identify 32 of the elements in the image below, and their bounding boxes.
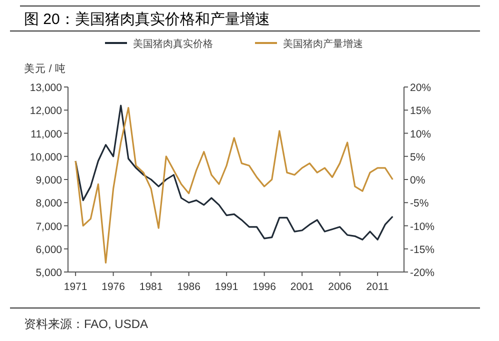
y-tick-label: 11,000 [30, 128, 62, 140]
y-tick-label: 13,000 [30, 82, 62, 94]
x-tick-label: 1996 [252, 281, 276, 293]
y-tick-label: 7,000 [36, 220, 62, 233]
x-tick-label: 1971 [64, 281, 88, 293]
legend-label: 美国猪肉真实价格 [133, 38, 213, 50]
y2-tick-label: -5% [410, 198, 429, 210]
x-tick-label: 2011 [366, 281, 390, 293]
x-tick-label: 1981 [139, 281, 163, 293]
y2-tick-label: -10% [410, 220, 435, 233]
y2-tick-label: -15% [410, 244, 435, 256]
y-tick-label: 10,000 [30, 151, 62, 164]
x-tick-label: 1976 [102, 281, 126, 293]
legend-label: 美国猪肉产量增速 [283, 38, 363, 50]
y-tick-label: 5,000 [36, 267, 62, 279]
y2-tick-label: 5% [410, 151, 426, 164]
y-tick-label: 6,000 [36, 244, 62, 256]
x-tick-label: 1986 [177, 281, 201, 293]
y2-tick-label: -20% [410, 267, 435, 279]
chart-title: 图 20：美国猪肉真实价格和产量增速 [24, 11, 270, 28]
text: 资料来源：FAO, USDA [24, 317, 148, 331]
y-tick-label: 9,000 [36, 174, 62, 186]
y2-tick-label: 10% [410, 128, 432, 140]
x-tick-label: 2001 [290, 281, 314, 293]
y-tick-label: 12,000 [30, 105, 62, 118]
y-tick-label: 8,000 [36, 198, 62, 210]
x-tick-label: 2006 [328, 281, 352, 293]
y2-tick-label: 15% [410, 105, 432, 118]
y-axis-title: 美元 / 吨 [24, 62, 66, 75]
x-tick-label: 1991 [214, 281, 238, 293]
y2-tick-label: 20% [410, 82, 432, 94]
y2-tick-label: 0% [410, 174, 426, 186]
